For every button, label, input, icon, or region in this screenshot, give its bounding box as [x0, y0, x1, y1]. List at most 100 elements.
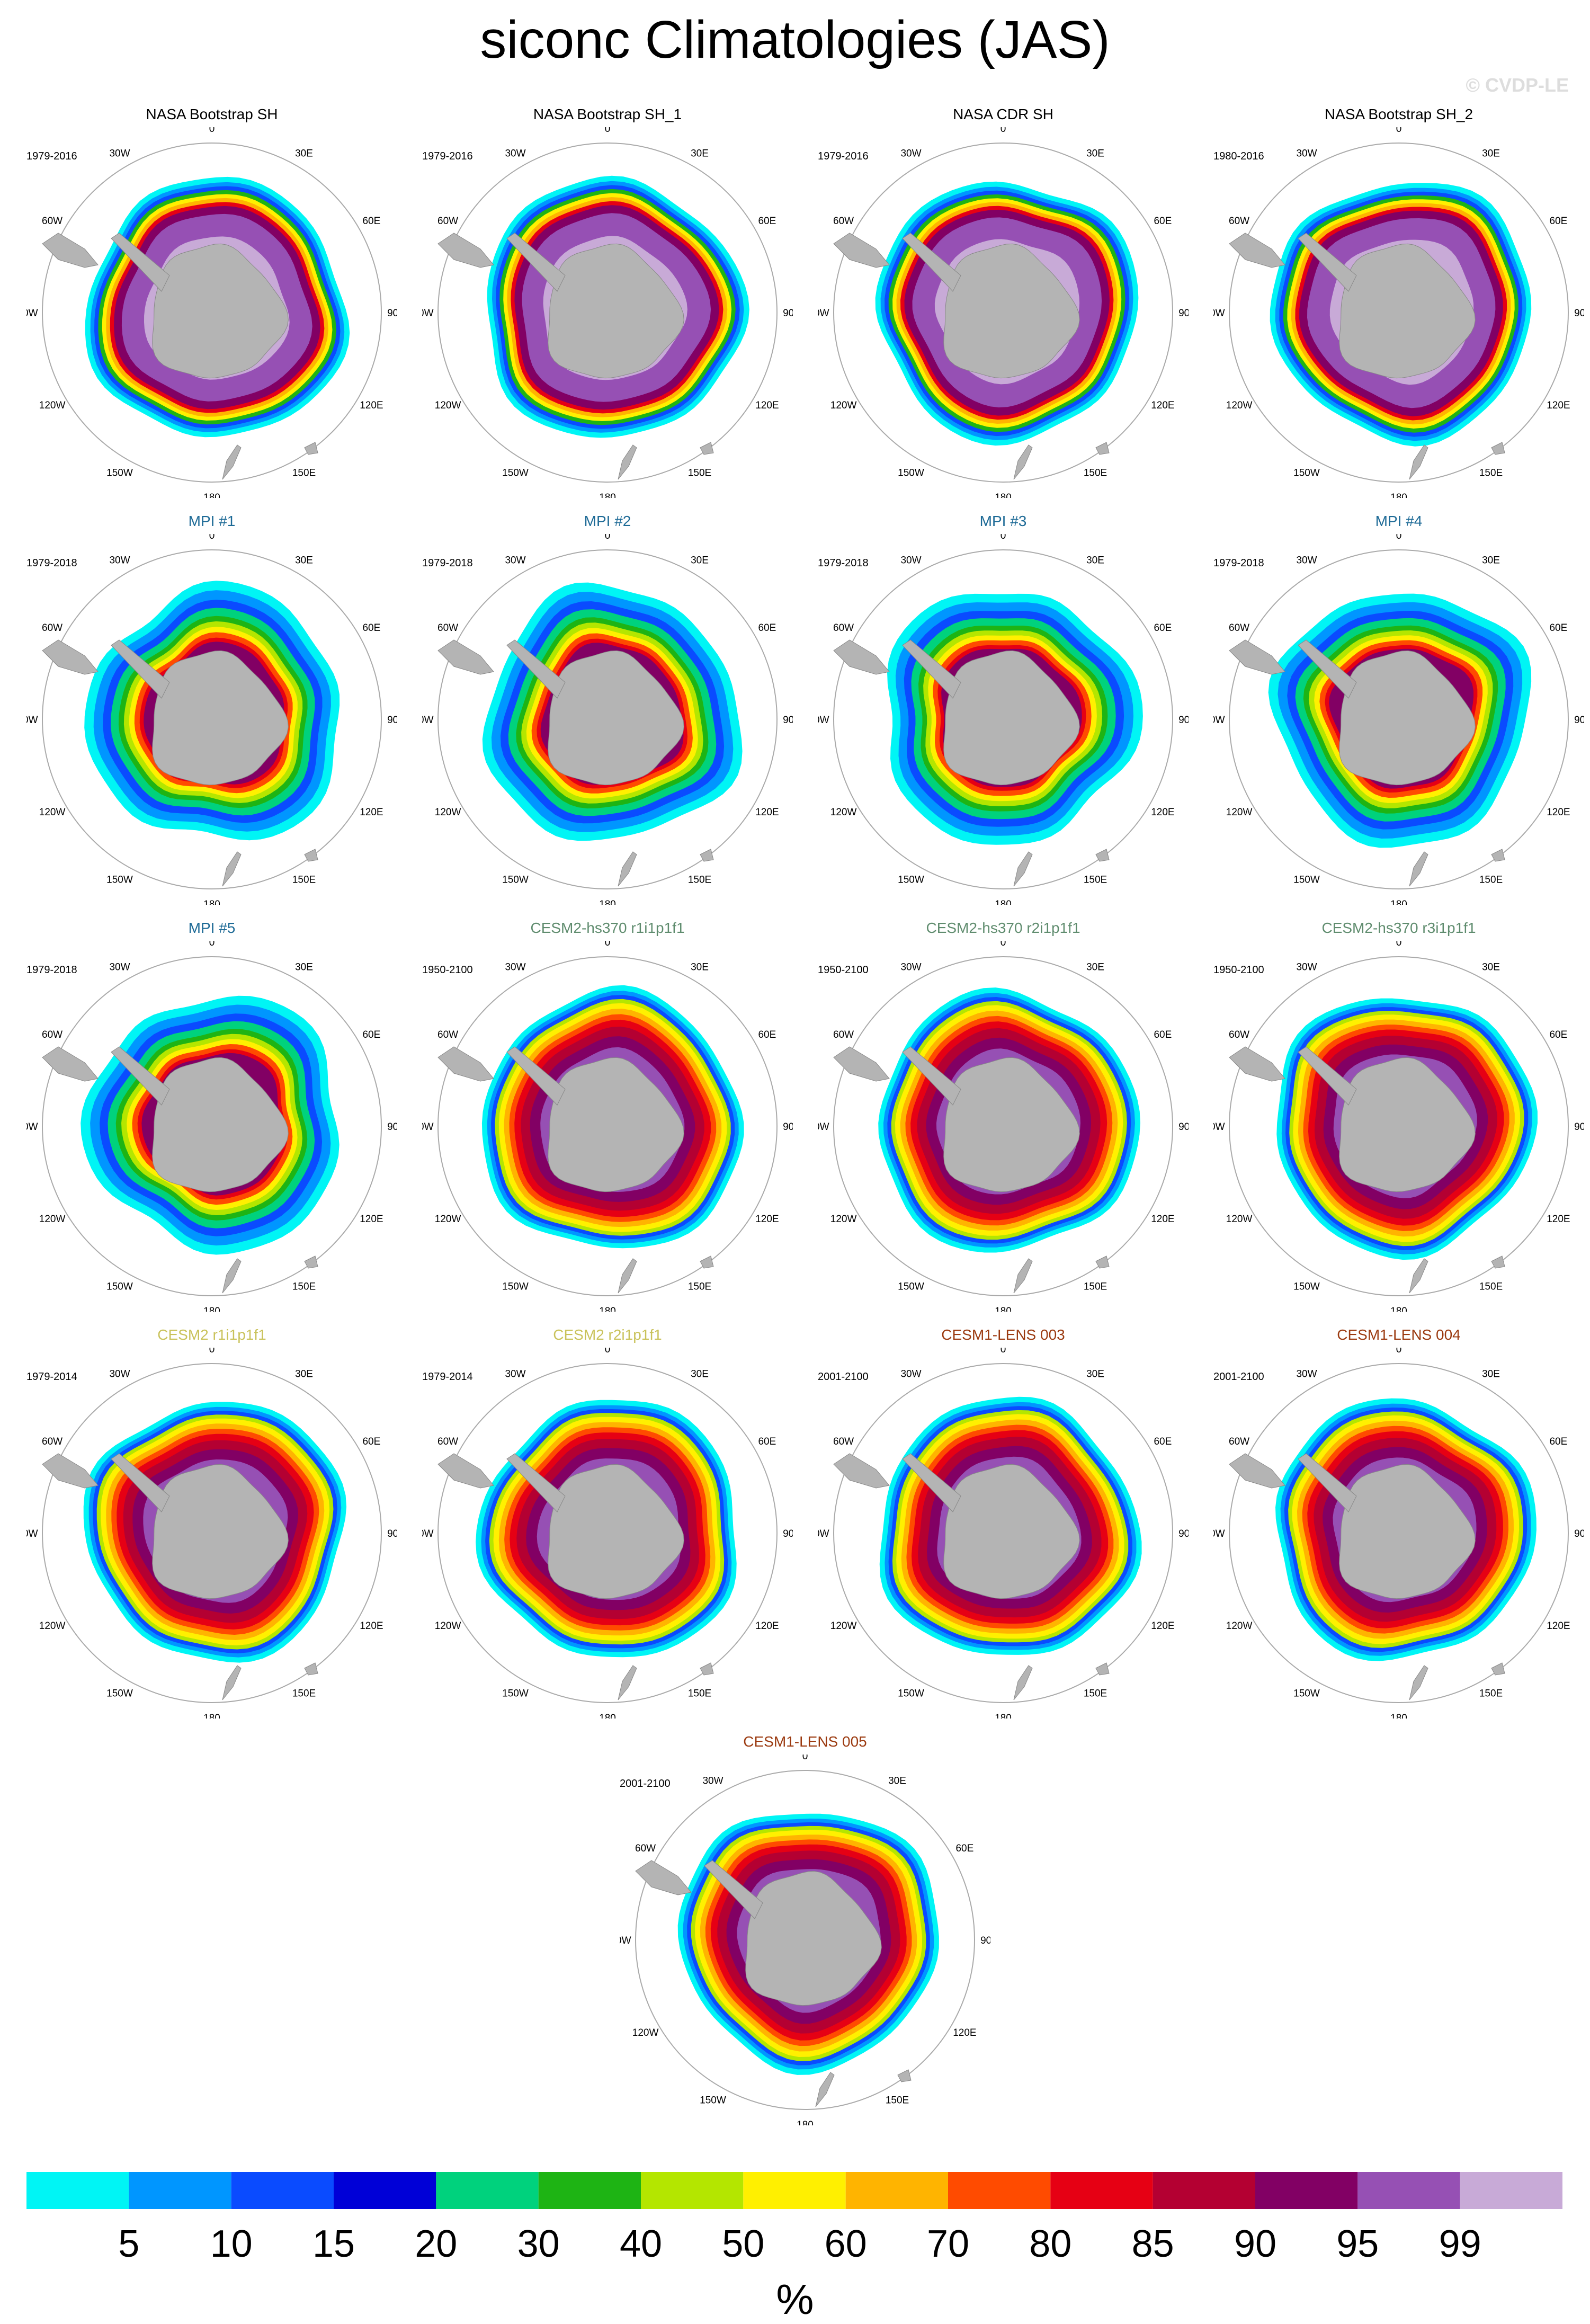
polar-map: 0 30E 60E 90E 120E 150E 180 150W 120W 90W 60W 30W: [26, 941, 397, 1312]
longitude-label: 30E: [1086, 1369, 1104, 1380]
new-zealand: [1409, 1665, 1428, 1700]
new-zealand: [618, 444, 637, 480]
tasmania: [1095, 849, 1110, 862]
antarctica-landmass: [943, 650, 1080, 786]
longitude-label: 0: [1396, 127, 1402, 135]
colorbar-label: 20: [415, 2223, 457, 2265]
antarctica-landmass: [548, 1057, 684, 1192]
panel-title: NASA Bootstrap SH_2: [1324, 106, 1473, 122]
polar-map: 0 30E 60E 90E 120E 150E 180 150W 120W 90W 60W 30W: [422, 941, 793, 1312]
panel-period: 1979-2018: [26, 964, 77, 976]
colorbar-segment: [231, 2172, 334, 2209]
longitude-label: 120W: [435, 1620, 461, 1632]
longitude-label: 180: [599, 899, 616, 905]
new-zealand: [618, 851, 637, 887]
longitude-label: 120W: [435, 1214, 461, 1225]
longitude-label: 90W: [818, 715, 829, 726]
longitude-label: 60W: [42, 1029, 62, 1040]
longitude-label: 60W: [437, 622, 458, 634]
polar-map: 0 30E 60E 90E 120E 150E 180 150W 120W 90W 60W 30W: [818, 1348, 1189, 1718]
longitude-label: 90W: [1213, 1528, 1225, 1539]
antarctica-landmass: [1339, 1464, 1476, 1599]
longitude-label: 150W: [898, 1281, 924, 1292]
tasmania: [304, 442, 318, 455]
longitude-label: 90E: [783, 715, 793, 726]
longitude-label: 120W: [1226, 400, 1253, 411]
longitude-label: 150W: [1293, 1688, 1320, 1699]
longitude-label: 90W: [26, 715, 38, 726]
polar-map: 0 30E 60E 90E 120E 150E 180 150W 120W 90W 60W 30W: [422, 1348, 793, 1718]
longitude-label: 30W: [900, 962, 921, 973]
longitude-label: 30W: [1296, 962, 1317, 973]
map-panel: CESM2-hs370 r3i1p1f1 1950-2100 0 30E 60E 90E 1…: [1213, 920, 1584, 1312]
longitude-label: 0: [209, 534, 215, 541]
new-zealand: [618, 1665, 637, 1700]
longitude-label: 180: [1390, 492, 1407, 498]
antarctic-peninsula: [1298, 233, 1357, 292]
antarctic-peninsula: [1298, 1046, 1357, 1106]
new-zealand: [222, 444, 242, 480]
longitude-label: 150E: [688, 1688, 711, 1699]
longitude-label: 0: [1001, 127, 1006, 135]
longitude-label: 30E: [1482, 962, 1500, 973]
longitude-label: 180: [995, 1713, 1012, 1718]
longitude-label: 150E: [886, 2095, 909, 2106]
antarctica-landmass: [1339, 243, 1476, 379]
antarctic-peninsula: [506, 639, 566, 699]
colorbar-label: 70: [927, 2223, 969, 2265]
south-america-tip: [437, 233, 494, 268]
colorbar-label: 99: [1439, 2223, 1481, 2265]
antarctica-landmass: [152, 243, 289, 379]
longitude-label: 150W: [502, 1281, 529, 1292]
panel-title: MPI #3: [979, 513, 1027, 529]
map-panel: NASA Bootstrap SH_1 1979-2016 0 30E 60E 90E 12…: [422, 106, 793, 498]
longitude-label: 60W: [42, 622, 62, 634]
longitude-label: 120W: [830, 1620, 857, 1632]
longitude-label: 150W: [106, 874, 133, 885]
tasmania: [1095, 1256, 1110, 1269]
new-zealand: [1409, 851, 1428, 887]
longitude-label: 60W: [1229, 1029, 1249, 1040]
longitude-label: 60E: [1154, 216, 1172, 227]
panel-period: 2001-2100: [818, 1371, 869, 1383]
longitude-label: 120E: [1151, 1214, 1174, 1225]
longitude-label: 60E: [1154, 1029, 1172, 1040]
panel-period: 1979-2018: [422, 557, 473, 569]
panel-period: 1979-2018: [818, 557, 869, 569]
south-america-tip: [635, 1860, 692, 1895]
longitude-label: 150E: [292, 1281, 316, 1292]
new-zealand: [1013, 851, 1033, 887]
longitude-label: 120E: [953, 2027, 976, 2038]
south-america-tip: [437, 639, 494, 675]
colorbar-segment: [538, 2172, 641, 2209]
longitude-label: 150W: [106, 1281, 133, 1292]
longitude-label: 150E: [1479, 1688, 1503, 1699]
longitude-label: 90W: [1213, 715, 1225, 726]
colorbar-segment: [334, 2172, 436, 2209]
tasmania: [700, 849, 714, 862]
longitude-label: 120E: [1151, 1620, 1174, 1632]
longitude-label: 90W: [422, 1121, 434, 1133]
colorbar-label: 40: [620, 2223, 662, 2265]
longitude-label: 150W: [700, 2095, 726, 2106]
longitude-label: 60E: [362, 1029, 380, 1040]
longitude-label: 120W: [435, 807, 461, 818]
longitude-label: 30W: [1296, 148, 1317, 159]
longitude-label: 60E: [1549, 1436, 1567, 1447]
longitude-label: 150E: [1479, 874, 1503, 885]
longitude-label: 30E: [691, 1369, 709, 1380]
colorbar-label: 90: [1234, 2223, 1276, 2265]
colorbar-label: 85: [1132, 2223, 1174, 2265]
longitude-label: 90E: [1574, 715, 1584, 726]
antarctic-peninsula: [506, 233, 566, 292]
longitude-label: 150W: [898, 1688, 924, 1699]
longitude-label: 30E: [1086, 148, 1104, 159]
longitude-label: 60W: [833, 216, 854, 227]
longitude-label: 120W: [39, 807, 66, 818]
longitude-label: 30E: [888, 1776, 906, 1787]
longitude-label: 60W: [1229, 622, 1249, 634]
longitude-label: 0: [209, 1348, 215, 1355]
copyright-label: © CVDP-LE: [1466, 74, 1569, 96]
longitude-label: 90W: [818, 1528, 829, 1539]
longitude-label: 90W: [422, 715, 434, 726]
